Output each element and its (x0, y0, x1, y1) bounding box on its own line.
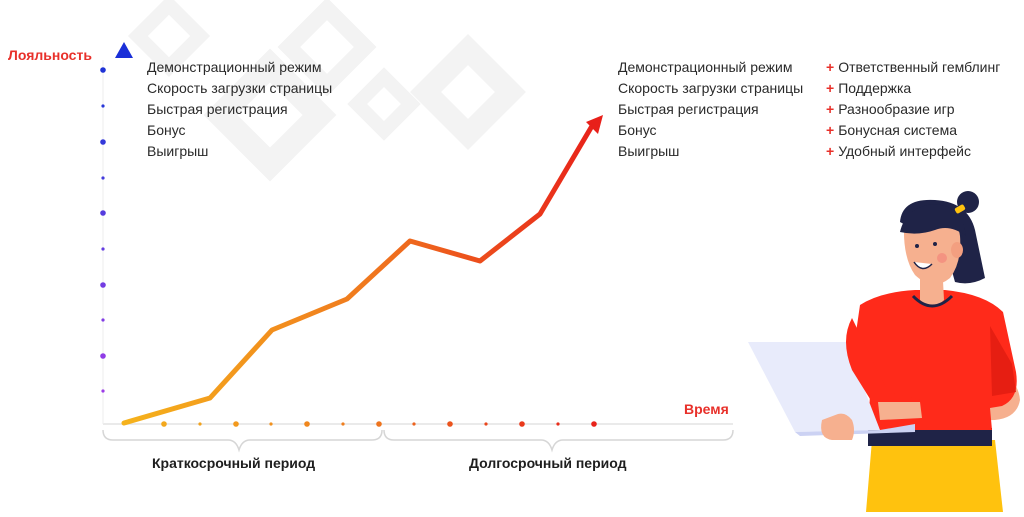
plus-icon: + (826, 101, 835, 117)
plus-icon: + (826, 59, 835, 75)
list-item: + Бонусная система (826, 122, 957, 138)
plus-icon: + (826, 122, 835, 138)
list-item: + Поддержка (826, 80, 912, 96)
list-item: Выигрыш (147, 143, 209, 159)
y-axis-dots (100, 67, 106, 393)
short-term-factors-list: Демонстрационный режим Скорость загрузки… (147, 57, 332, 162)
list-item: Выигрыш (618, 143, 680, 159)
list-item: + Разнообразие игр (826, 101, 955, 117)
loyalty-arrow-head-icon (115, 42, 133, 58)
list-item: Скорость загрузки страницы (618, 80, 804, 96)
list-item: Бонус (147, 122, 186, 138)
loyalty-growth-curve (121, 123, 595, 426)
plus-icon: + (826, 143, 835, 159)
list-item: Демонстрационный режим (618, 59, 793, 75)
long-term-extras-list: + Ответственный гемблинг + Поддержка + Разн… (826, 57, 1000, 162)
list-item: Бонус (618, 122, 657, 138)
short-term-brace (102, 429, 383, 453)
plus-icon: + (826, 80, 835, 96)
x-axis-label: Время (684, 401, 729, 417)
background-decor (127, 0, 526, 182)
list-item: Быстрая регистрация (147, 101, 288, 117)
long-term-factors-list: Демонстрационный режим Скорость загрузки… (618, 57, 803, 162)
list-item: Демонстрационный режим (147, 59, 322, 75)
y-axis-label: Лояльность (8, 47, 92, 63)
short-term-period-label: Краткосрочный период (152, 455, 316, 471)
list-item: Скорость загрузки страницы (147, 80, 333, 96)
list-item: + Ответственный гемблинг (826, 59, 1001, 75)
list-item: + Удобный интерфейс (826, 143, 971, 159)
curve-arrow-head-icon (586, 115, 603, 134)
woman-with-laptop-illustration (748, 191, 1020, 512)
long-term-period-label: Долгосрочный период (469, 455, 627, 471)
long-term-brace (383, 429, 734, 453)
list-item: Быстрая регистрация (618, 101, 759, 117)
x-axis-dots (161, 421, 597, 427)
